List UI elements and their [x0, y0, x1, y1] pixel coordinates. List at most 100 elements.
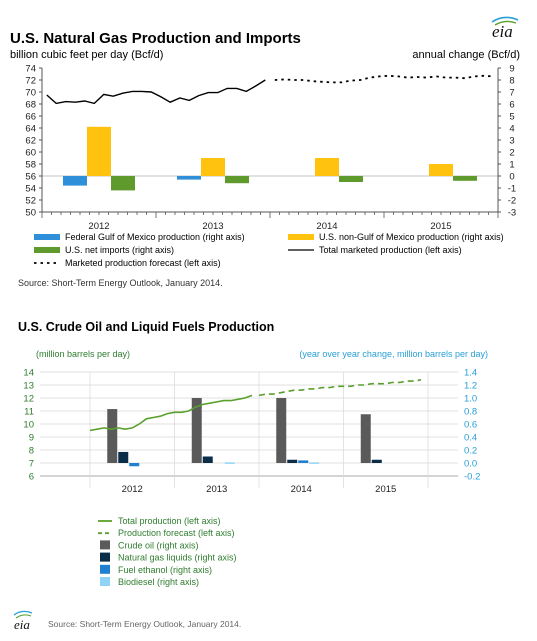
chart2-left-tick-label: 9 [29, 433, 34, 444]
chart2-legend-swatch [100, 540, 110, 550]
chart2-bar [202, 456, 213, 463]
chart1-left-tick-label: 56 [25, 172, 36, 183]
chart1-bar [429, 164, 453, 176]
chart2-left-tick-label: 12 [23, 394, 34, 405]
chart2-right-tick-label: -0.2 [464, 472, 480, 483]
chart1-bar [111, 176, 135, 191]
chart2-bar [276, 398, 287, 463]
chart2-series-line [258, 379, 422, 397]
chart1-bar [63, 176, 87, 186]
chart2-title: U.S. Crude Oil and Liquid Fuels Producti… [18, 320, 274, 334]
chart1-x-tick-label: 2012 [88, 221, 109, 232]
chart2-left-tick-label: 10 [23, 420, 34, 431]
eia-logo-bottom: eia [13, 610, 33, 632]
chart2-legend-label: Biodiesel (right axis) [118, 577, 199, 587]
chart1-right-tick-label: 8 [509, 76, 514, 87]
chart1-right-tick-label: 9 [509, 64, 514, 75]
chart1-right-tick-label: -3 [508, 208, 516, 219]
chart2-right-tick-label: 0.6 [464, 420, 477, 431]
chart2-left-tick-label: 13 [23, 381, 34, 392]
chart2-legend-swatch [100, 564, 110, 574]
chart2-source: Source: Short-Term Energy Outlook, Janua… [48, 619, 241, 629]
chart1-legend: Federal Gulf of Mexico production (right… [34, 232, 504, 268]
chart2-x-tick-label: 2015 [375, 484, 396, 495]
chart1-bar [453, 176, 477, 181]
chart2-bar [224, 462, 235, 464]
chart2-legend-label: Crude oil (right axis) [118, 540, 199, 550]
chart1-left-tick-label: 70 [25, 88, 36, 99]
chart2-x-tick-label: 2013 [206, 484, 227, 495]
chart2-right-tick-label: 0.4 [464, 433, 477, 444]
chart1-bar [339, 176, 363, 182]
chart1-legend-label: U.S. net imports (right axis) [65, 245, 174, 255]
chart2-right-tick-label: 0.0 [464, 459, 477, 470]
chart2-bar [360, 414, 371, 463]
chart2-x-tick-label: 2014 [291, 484, 312, 495]
chart2-series-line [89, 394, 253, 432]
chart1-left-tick-label: 60 [25, 148, 36, 159]
eia-logo-bottom-text: eia [14, 617, 30, 632]
chart1-right-tick-label: 4 [509, 124, 514, 135]
chart1-right-tick-label: 1 [509, 160, 514, 171]
chart2-left-tick-label: 7 [29, 459, 34, 470]
chart2-legend-label: Natural gas liquids (right axis) [118, 553, 237, 563]
chart1-legend-label: Marketed production forecast (left axis) [65, 258, 221, 268]
chart1-right-tick-label: 7 [509, 88, 514, 99]
chart1-bar [177, 176, 201, 180]
chart1-left-tick-label: 72 [25, 76, 36, 87]
chart2-right-tick-label: 0.8 [464, 407, 477, 418]
chart2-right-tick-label: 1.2 [464, 381, 477, 392]
chart1-series-line [46, 79, 266, 105]
chart2-left-tick-label: 11 [24, 407, 34, 418]
chart1-bar [87, 126, 111, 176]
chart1-bar [201, 158, 225, 176]
chart1-left-tick-label: 74 [25, 64, 36, 75]
chart1-x-tick-label: 2014 [316, 221, 337, 232]
chart1-bar [315, 158, 339, 176]
chart1-left-tick-label: 66 [25, 112, 36, 123]
chart1-source: Source: Short-Term Energy Outlook, Janua… [18, 278, 223, 288]
chart2-bar [118, 451, 129, 463]
chart1-legend-swatch [34, 234, 60, 240]
chart1-legend-label: Federal Gulf of Mexico production (right… [65, 232, 245, 242]
chart1-left-tick-label: 64 [25, 124, 36, 135]
chart2-bar [287, 459, 298, 463]
chart2-bar [129, 463, 140, 467]
chart1-right-tick-label: 3 [509, 136, 514, 147]
chart2-plot-area: 6 7 8 9 10 11 12 13 14 -0.2 0.0 0.2 0.4 0.6 0.8 1.0 1.2 1… [23, 368, 480, 496]
chart1-right-tick-label: 6 [509, 100, 514, 111]
chart1-legend-swatch [34, 247, 60, 253]
chart1-right-tick-label: -2 [508, 196, 516, 207]
chart1-x-tick-label: 2013 [202, 221, 223, 232]
chart1-series-line [274, 74, 494, 84]
eia-logo: eia [491, 16, 519, 41]
chart2-bar [107, 409, 118, 463]
chart2-left-tick-label: 8 [29, 446, 34, 457]
chart1-right-axis-label: annual change (Bcf/d) [412, 49, 520, 61]
chart2-x-tick-label: 2012 [122, 484, 143, 495]
chart1-x-tick-label: 2015 [430, 221, 451, 232]
chart1-right-tick-label: -1 [508, 184, 516, 195]
chart1-right-tick-label: 0 [509, 172, 514, 183]
chart1-legend-label: Total marketed production (left axis) [319, 245, 462, 255]
chart2-bar [298, 460, 309, 463]
chart2-right-tick-label: 1.4 [464, 368, 477, 379]
chart2-right-tick-label: 0.2 [464, 446, 477, 457]
chart2-legend-label: Production forecast (left axis) [118, 528, 235, 538]
chart2-bar [191, 398, 202, 463]
chart2-legend-swatch [100, 552, 110, 562]
chart2-legend-swatch [100, 577, 110, 586]
chart2-left-axis-label: (million barrels per day) [36, 349, 130, 359]
chart2-left-tick-label: 14 [23, 368, 34, 379]
chart1-left-tick-label: 58 [25, 160, 36, 171]
chart2-bar [309, 462, 320, 464]
chart2-left-tick-label: 6 [29, 472, 34, 483]
chart2-legend-label: Fuel ethanol (right axis) [118, 565, 212, 575]
chart1-bar [225, 176, 249, 184]
chart1-left-axis-label: billion cubic feet per day (Bcf/d) [10, 49, 163, 61]
chart1-left-tick-label: 50 [25, 208, 36, 219]
chart2-legend: Total production (left axis) Production f… [98, 516, 237, 587]
chart1-title: U.S. Natural Gas Production and Imports [10, 30, 301, 47]
chart1-plot-area: 50525456586062646668707274-3-2-101234567… [25, 64, 516, 233]
